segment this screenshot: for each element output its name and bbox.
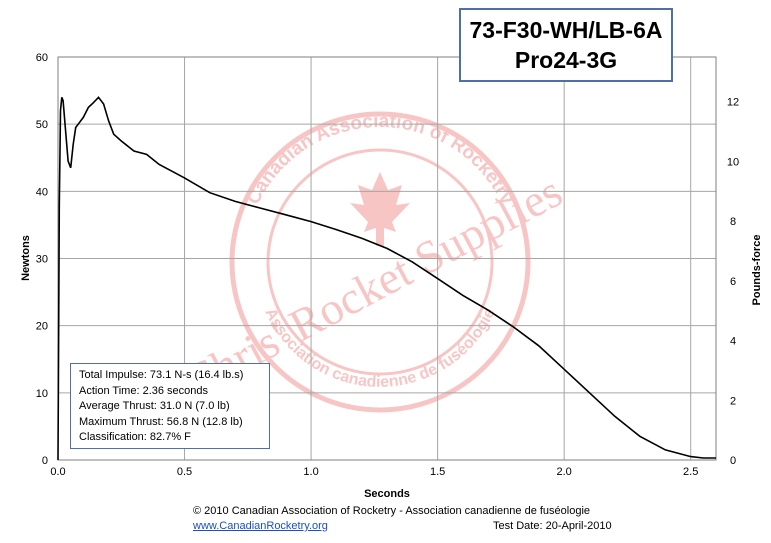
y-axis-label: Newtons: [20, 235, 32, 281]
x-tick-label: 1.5: [430, 466, 445, 478]
average-thrust: Average Thrust: 31.0 N (7.0 lb): [79, 400, 230, 412]
maple-leaf-icon: [350, 172, 410, 246]
y2-tick-label: 0: [730, 455, 736, 467]
x-tick-label: 0.0: [50, 466, 65, 478]
motor-reload: Pro24-3G: [514, 47, 618, 73]
maximum-thrust: Maximum Thrust: 56.8 N (12.8 lb): [79, 415, 243, 428]
action-time: Action Time: 2.36 seconds: [79, 384, 209, 397]
y-tick-label: 10: [36, 388, 48, 400]
x-tick-label: 2.5: [683, 466, 698, 478]
axis-ticks: 0.0 0.5 1.0 1.5 2.0 2.5 0 10 20 30 40 50 60 0 2 4 6 8 10 12: [36, 52, 739, 478]
y2-tick-label: 10: [727, 156, 739, 168]
y-tick-label: 40: [36, 186, 48, 198]
y2-tick-label: 4: [730, 336, 736, 348]
website-link[interactable]: www.CanadianRocketry.org: [193, 520, 328, 532]
motor-stats-box: Total Impulse: 73.1 N-s (16.4 lb.s) Acti…: [70, 363, 270, 449]
x-tick-label: 2.0: [557, 466, 572, 478]
y-tick-label: 0: [42, 455, 48, 467]
copyright-text: © 2010 Canadian Association of Rocketry …: [193, 505, 591, 517]
plot-area-border: [57, 56, 717, 461]
series-line-thrust: [57, 96, 716, 461]
y-tick-label: 50: [36, 119, 48, 131]
y2-axis-label: Pounds-force: [751, 235, 763, 306]
y-tick-label: 20: [36, 321, 48, 333]
watermark-ring-inner: [266, 148, 494, 376]
x-axis-label: Seconds: [364, 488, 410, 500]
x-tick-label: 0.5: [177, 466, 192, 478]
y2-tick-label: 2: [730, 395, 736, 407]
total-impulse: Total Impulse: 73.1 N-s (16.4 lb.s): [79, 369, 244, 381]
y2-tick-label: 8: [730, 216, 736, 228]
watermark-ring-outer: [229, 111, 531, 413]
x-tick-label: 1.0: [303, 466, 318, 478]
motor-title-box: 73-F30-WH/LB-6A Pro24-3G: [459, 8, 673, 82]
motor-designation: 73-F30-WH/LB-6A: [469, 17, 663, 43]
y2-tick-label: 12: [727, 97, 739, 109]
y-tick-label: 60: [36, 52, 48, 64]
y2-tick-label: 6: [730, 276, 736, 288]
classification: Classification: 82.7% F: [79, 431, 191, 443]
y-tick-label: 30: [36, 254, 48, 266]
test-date: Test Date: 20-April-2010: [493, 520, 612, 532]
